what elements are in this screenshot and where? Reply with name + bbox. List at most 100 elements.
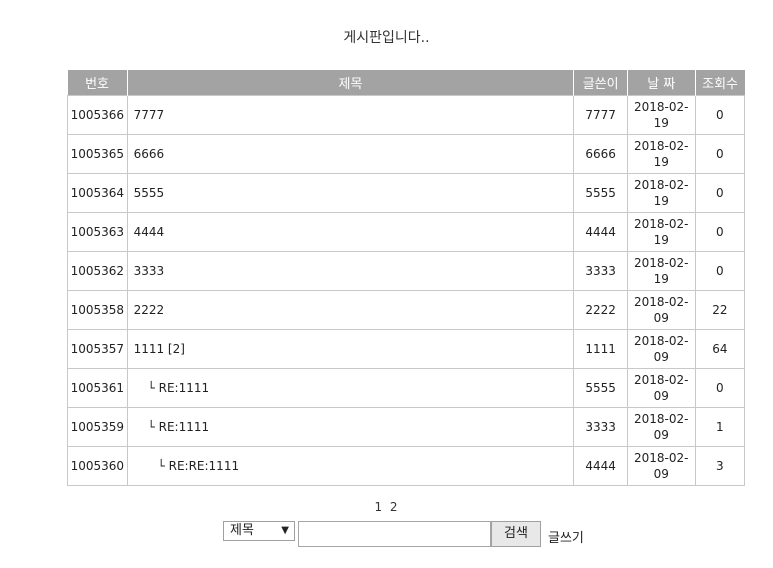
post-date: 2018-02- 09 <box>626 446 696 486</box>
post-number: 1005366 <box>67 95 128 135</box>
post-hits: 22 <box>694 290 746 330</box>
post-date: 2018-02- 19 <box>626 173 696 213</box>
post-title-link[interactable]: 2222 <box>126 290 575 330</box>
reply-title-link[interactable]: └ RE:1111 <box>126 368 575 408</box>
post-date-day: 19 <box>653 116 669 130</box>
post-writer: 7777 <box>573 95 628 135</box>
post-date: 2018-02- 09 <box>626 368 696 408</box>
reply-title-text[interactable]: └ RE:RE:1111 <box>157 459 240 473</box>
post-title-link[interactable]: 4444 <box>126 212 575 252</box>
table-row: 1005358 2222 2222 2018-02- 09 22 <box>67 290 746 330</box>
post-date-part: 2018-02- <box>634 334 689 348</box>
table-row: 1005361 └ RE:1111 5555 2018-02- 09 0 <box>67 368 746 408</box>
post-hits: 0 <box>694 134 746 174</box>
column-header-no: 번호 <box>67 70 128 96</box>
table-row: 1005360 └ RE:RE:1111 4444 2018-02- 09 3 <box>67 446 746 486</box>
dropdown-arrow-icon: ▼ <box>281 525 289 536</box>
search-field-selected: 제목 <box>230 523 254 538</box>
pagination: 1 2 <box>0 500 773 514</box>
post-hits: 3 <box>694 446 746 486</box>
table-header-row: 번호 제목 글쓴이 날 짜 조회수 <box>67 70 745 96</box>
post-writer: 3333 <box>573 407 628 447</box>
reply-title-text[interactable]: └ RE:1111 <box>147 381 210 395</box>
post-writer: 5555 <box>573 173 628 213</box>
post-date-part: 2018-02- <box>634 295 689 309</box>
post-number: 1005365 <box>67 134 128 174</box>
post-date-part: 2018-02- <box>634 100 689 114</box>
post-date: 2018-02- 19 <box>626 95 696 135</box>
post-writer: 1111 <box>573 329 628 369</box>
post-writer: 5555 <box>573 368 628 408</box>
post-writer: 4444 <box>573 446 628 486</box>
table-row: 1005366 7777 7777 2018-02- 19 0 <box>67 95 746 135</box>
post-hits: 64 <box>694 329 746 369</box>
post-title-link[interactable]: 5555 <box>126 173 575 213</box>
post-number: 1005362 <box>67 251 128 291</box>
table-row: 1005362 3333 3333 2018-02- 19 0 <box>67 251 746 291</box>
post-date-day: 19 <box>653 194 669 208</box>
column-header-date: 날 짜 <box>626 70 696 96</box>
post-number: 1005361 <box>67 368 128 408</box>
post-date: 2018-02- 19 <box>626 212 696 252</box>
post-writer: 6666 <box>573 134 628 174</box>
post-title-link[interactable]: 7777 <box>126 95 575 135</box>
post-date: 2018-02- 09 <box>626 407 696 447</box>
post-date: 2018-02- 19 <box>626 134 696 174</box>
post-hits: 0 <box>694 251 746 291</box>
post-date-part: 2018-02- <box>634 178 689 192</box>
post-date-part: 2018-02- <box>634 217 689 231</box>
reply-title-link[interactable]: └ RE:1111 <box>126 407 575 447</box>
post-title-link[interactable]: 6666 <box>126 134 575 174</box>
post-number: 1005363 <box>67 212 128 252</box>
post-date-part: 2018-02- <box>634 451 689 465</box>
post-date-part: 2018-02- <box>634 256 689 270</box>
board-table: 번호 제목 글쓴이 날 짜 조회수 1005366 7777 7777 2018… <box>67 70 746 486</box>
page-link-2[interactable]: 2 <box>389 500 399 514</box>
post-number: 1005358 <box>67 290 128 330</box>
post-hits: 0 <box>694 173 746 213</box>
post-date: 2018-02- 09 <box>626 329 696 369</box>
post-hits: 0 <box>694 95 746 135</box>
post-date-day: 19 <box>653 272 669 286</box>
table-row: 1005363 4444 4444 2018-02- 19 0 <box>67 212 746 252</box>
post-date-day: 09 <box>653 389 669 403</box>
table-row: 1005357 1111 [2] 1111 2018-02- 09 64 <box>67 329 746 369</box>
post-writer: 2222 <box>573 290 628 330</box>
post-date-day: 19 <box>653 155 669 169</box>
post-date: 2018-02- 19 <box>626 251 696 291</box>
search-keyword-input[interactable] <box>298 521 491 547</box>
post-writer: 3333 <box>573 251 628 291</box>
post-hits: 0 <box>694 212 746 252</box>
post-number: 1005357 <box>67 329 128 369</box>
post-number: 1005364 <box>67 173 128 213</box>
post-date: 2018-02- 09 <box>626 290 696 330</box>
column-header-title: 제목 <box>126 70 574 96</box>
post-date-part: 2018-02- <box>634 373 689 387</box>
search-field-select[interactable]: 제목 ▼ <box>223 521 295 541</box>
post-date-day: 09 <box>653 428 669 442</box>
table-row: 1005365 6666 6666 2018-02- 19 0 <box>67 134 746 174</box>
post-date-day: 09 <box>653 467 669 481</box>
column-header-hits: 조회수 <box>694 70 745 96</box>
page-link-1[interactable]: 1 <box>374 500 384 514</box>
reply-title-text[interactable]: └ RE:1111 <box>147 420 210 434</box>
reply-title-link[interactable]: └ RE:RE:1111 <box>126 446 575 486</box>
search-button[interactable]: 검색 <box>491 521 541 547</box>
post-date-day: 09 <box>653 311 669 325</box>
post-number: 1005359 <box>67 407 128 447</box>
post-writer: 4444 <box>573 212 628 252</box>
table-row: 1005364 5555 5555 2018-02- 19 0 <box>67 173 746 213</box>
post-hits: 0 <box>694 368 746 408</box>
board-caption: 게시판입니다.. <box>343 30 430 46</box>
post-date-day: 19 <box>653 233 669 247</box>
write-post-link[interactable]: 글쓰기 <box>548 531 584 546</box>
post-title-link[interactable]: 1111 [2] <box>126 329 575 369</box>
post-date-part: 2018-02- <box>634 139 689 153</box>
column-header-writer: 글쓴이 <box>573 70 628 96</box>
post-title-link[interactable]: 3333 <box>126 251 575 291</box>
post-hits: 1 <box>694 407 746 447</box>
post-date-day: 09 <box>653 350 669 364</box>
post-date-part: 2018-02- <box>634 412 689 426</box>
table-row: 1005359 └ RE:1111 3333 2018-02- 09 1 <box>67 407 746 447</box>
post-number: 1005360 <box>67 446 128 486</box>
